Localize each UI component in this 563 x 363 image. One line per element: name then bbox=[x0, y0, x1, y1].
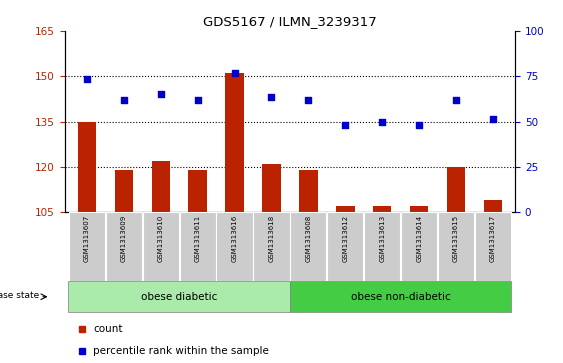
Point bbox=[156, 91, 165, 97]
Text: GSM1313610: GSM1313610 bbox=[158, 215, 164, 262]
Text: GSM1313615: GSM1313615 bbox=[453, 215, 459, 262]
Text: count: count bbox=[93, 324, 122, 334]
Bar bbox=[217, 212, 253, 281]
Text: GSM1313617: GSM1313617 bbox=[490, 215, 496, 262]
Bar bbox=[291, 212, 327, 281]
Bar bbox=[475, 212, 511, 281]
Text: obese non-diabetic: obese non-diabetic bbox=[351, 292, 450, 302]
Bar bbox=[484, 200, 502, 212]
Point bbox=[82, 76, 91, 82]
Text: GSM1313611: GSM1313611 bbox=[195, 215, 200, 262]
Bar bbox=[262, 164, 281, 212]
Text: obese diabetic: obese diabetic bbox=[141, 292, 217, 302]
Text: GSM1313618: GSM1313618 bbox=[269, 215, 275, 262]
Point bbox=[489, 116, 498, 122]
Bar bbox=[115, 170, 133, 212]
Bar bbox=[106, 212, 142, 281]
Text: GSM1313613: GSM1313613 bbox=[379, 215, 385, 262]
Text: GSM1313612: GSM1313612 bbox=[342, 215, 348, 262]
Bar bbox=[336, 206, 355, 212]
Bar bbox=[401, 212, 437, 281]
Text: GSM1313614: GSM1313614 bbox=[416, 215, 422, 262]
Title: GDS5167 / ILMN_3239317: GDS5167 / ILMN_3239317 bbox=[203, 15, 377, 28]
Text: GSM1313607: GSM1313607 bbox=[84, 215, 90, 262]
Bar bbox=[438, 212, 474, 281]
Point bbox=[230, 70, 239, 76]
Bar bbox=[78, 122, 96, 212]
Point bbox=[452, 98, 461, 103]
Bar bbox=[189, 170, 207, 212]
Bar bbox=[373, 206, 391, 212]
Point bbox=[304, 98, 313, 103]
Bar bbox=[180, 212, 216, 281]
Point bbox=[193, 98, 202, 103]
Bar bbox=[253, 212, 289, 281]
Text: GSM1313609: GSM1313609 bbox=[121, 215, 127, 262]
Point bbox=[415, 122, 424, 127]
Bar bbox=[69, 212, 105, 281]
Point bbox=[341, 122, 350, 127]
Point bbox=[119, 98, 128, 103]
Bar bbox=[410, 206, 428, 212]
Bar bbox=[151, 161, 170, 212]
Bar bbox=[142, 212, 179, 281]
Bar bbox=[327, 212, 363, 281]
Text: GSM1313608: GSM1313608 bbox=[305, 215, 311, 262]
Bar bbox=[364, 212, 400, 281]
Text: percentile rank within the sample: percentile rank within the sample bbox=[93, 346, 269, 356]
Bar bbox=[447, 167, 465, 212]
Point bbox=[378, 119, 387, 125]
Bar bbox=[299, 170, 318, 212]
Bar bbox=[290, 281, 511, 312]
Bar bbox=[69, 281, 290, 312]
Point bbox=[267, 94, 276, 100]
Bar bbox=[225, 73, 244, 212]
Text: GSM1313616: GSM1313616 bbox=[231, 215, 238, 262]
Text: disease state: disease state bbox=[0, 291, 39, 300]
